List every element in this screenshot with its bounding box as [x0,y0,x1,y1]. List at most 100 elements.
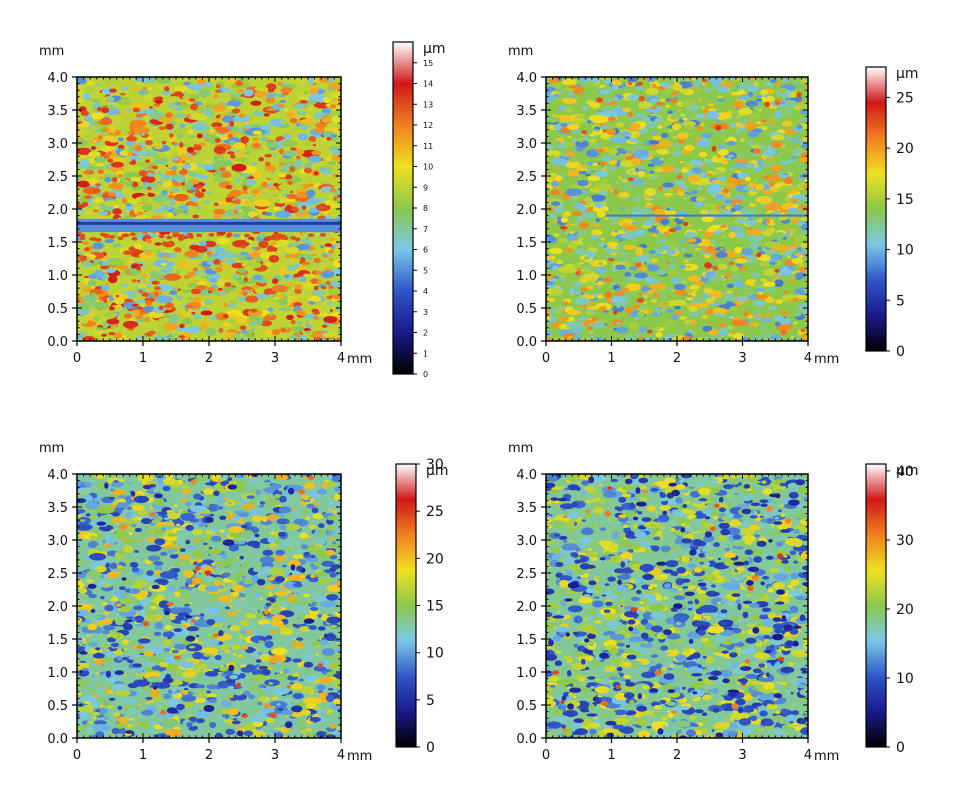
texture-blob [694,113,706,119]
texture-blob [202,639,213,645]
texture-blob [674,225,682,230]
peak-mark [280,234,287,238]
texture-blob [242,706,247,710]
texture-blob [634,272,648,279]
peak-mark [800,328,806,333]
texture-blob [644,187,656,196]
texture-blob [221,262,229,266]
texture-blob [127,165,139,171]
texture-blob [596,294,604,299]
peak-mark [125,270,131,274]
peak-mark [638,95,646,102]
peak-mark [170,169,177,175]
texture-blob [141,204,153,212]
texture-blob [764,202,782,211]
peak-mark [225,184,233,190]
texture-blob [644,337,655,341]
texture-blob [787,207,799,214]
texture-blob [714,313,722,317]
texture-blob [567,145,575,152]
texture-blob [80,317,89,324]
peak-mark [165,302,174,309]
peak-mark [233,208,238,215]
texture-blob [697,186,703,190]
texture-blob [95,183,101,187]
texture-blob [628,136,638,143]
colorbar-tick-label: 7 [423,225,428,234]
texture-blob [682,120,696,127]
texture-blob [294,138,299,141]
texture-blob [637,170,646,178]
texture-blob [112,208,122,215]
texture-blob [107,96,115,102]
texture-blob [182,163,192,170]
texture-blob [739,95,751,100]
texture-blob [179,562,186,566]
texture-blob [87,158,96,164]
heatmap-texture [77,474,341,738]
peak-mark [250,308,258,313]
texture-blob [561,78,577,86]
texture-blob [221,700,232,708]
texture-blob [111,480,124,488]
texture-blob [297,652,302,656]
texture-blob [571,211,583,216]
texture-blob [178,332,192,341]
texture-blob [201,255,205,258]
texture-blob [282,564,287,568]
texture-blob [753,139,763,145]
texture-blob [772,234,776,237]
texture-blob [725,199,733,204]
texture-blob [750,113,761,120]
texture-blob [670,258,674,262]
texture-blob [94,269,105,278]
texture-blob [312,143,317,147]
peak-mark [546,337,552,341]
texture-blob [134,243,142,250]
texture-blob [752,300,766,307]
texture-blob [223,719,233,723]
low-band [77,218,341,233]
texture-blob [620,206,625,210]
texture-blob [175,117,185,122]
texture-blob [248,211,258,218]
texture-blob [79,711,88,719]
texture-blob [578,170,587,175]
texture-blob [551,114,558,117]
texture-blob [706,111,720,119]
texture-blob [691,167,703,175]
peak-mark [207,287,215,292]
texture-blob [546,259,553,264]
texture-blob [251,247,257,250]
texture-blob [756,94,762,98]
texture-blob [175,113,185,118]
peak-mark [146,239,153,244]
texture-blob [334,638,341,642]
texture-blob [613,254,630,262]
texture-blob [640,90,647,94]
texture-blob [81,261,88,265]
texture-blob [238,209,243,213]
texture-blob [77,84,82,90]
texture-blob [87,279,97,286]
texture-blob [152,194,171,203]
peak-mark [756,252,762,258]
peak-mark [103,154,110,159]
texture-blob [706,227,716,233]
texture-blob [546,116,561,123]
texture-blob [634,176,639,179]
texture-blob [767,174,782,182]
texture-blob [269,118,287,127]
texture-blob [252,171,263,179]
texture-blob [122,268,141,276]
texture-blob [169,290,178,296]
texture-blob [115,192,125,199]
texture-blob [293,103,305,110]
texture-blob [683,144,695,151]
texture-blob [632,149,650,158]
texture-blob [172,208,185,214]
texture-blob [302,141,312,147]
texture-blob [647,264,660,272]
peak-mark [627,177,634,182]
texture-blob [77,334,84,339]
